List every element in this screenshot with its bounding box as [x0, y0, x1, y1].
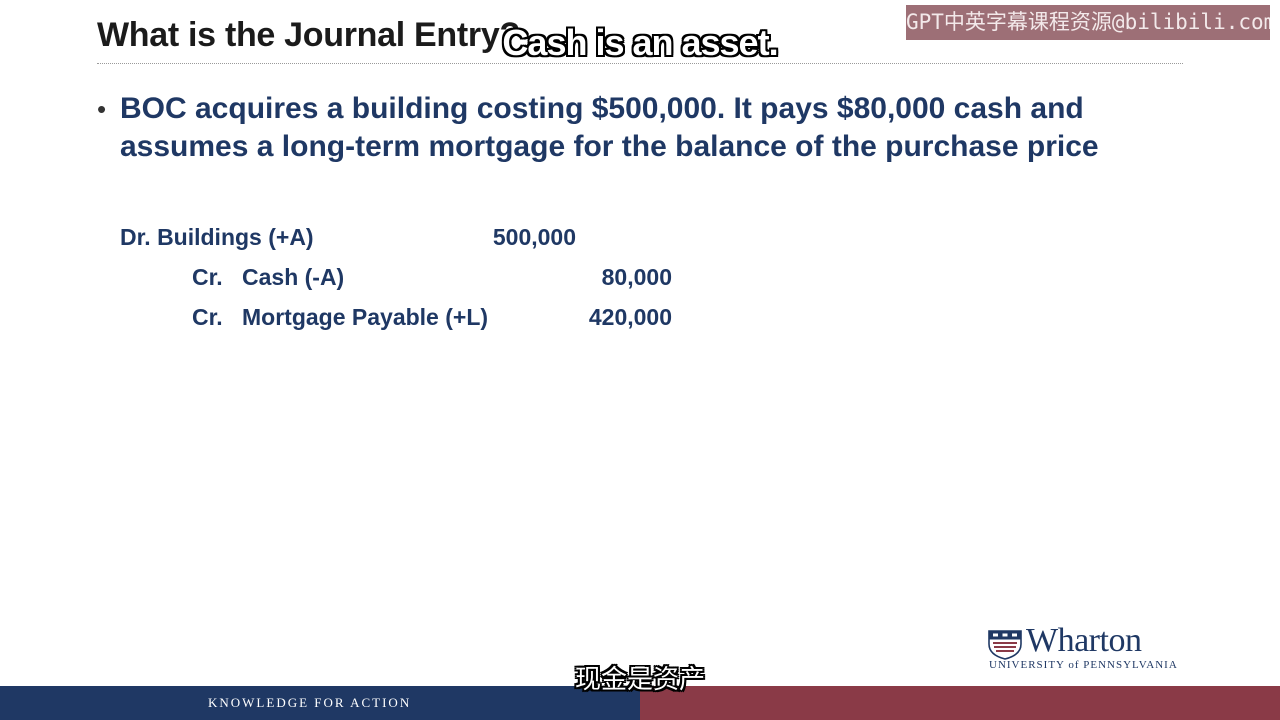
slide-title: What is the Journal Entry?: [97, 16, 520, 54]
bullet-text: BOC acquires a building costing $500,000…: [120, 92, 1099, 163]
footer-bar-right: [640, 686, 1280, 720]
footer-bar-left: KNOWLEDGE FOR ACTION: [0, 686, 640, 720]
watermark: GPT中英字幕课程资源@bilibili.com: [906, 5, 1270, 40]
shield-icon: [988, 630, 1022, 660]
footer-tagline: KNOWLEDGE FOR ACTION: [208, 695, 412, 710]
wharton-logo: Wharton UNIVERSITY of PENNSYLVANIA: [988, 622, 1193, 674]
english-subtitle: Cash is an asset.: [502, 22, 778, 63]
title-divider: [97, 63, 1183, 64]
credit-prefix: Cr.: [192, 304, 223, 330]
credit-cash-amount: 80,000: [601, 264, 672, 290]
credit-mortgage-account: Mortgage Payable (+L): [242, 304, 489, 330]
bullet-icon: •: [97, 94, 107, 124]
credit-prefix: Cr.: [192, 264, 223, 290]
debit-amount: 500,000: [492, 224, 576, 250]
debit-label: Dr. Buildings (+A): [120, 224, 314, 250]
logo-subtitle: UNIVERSITY of PENNSYLVANIA: [989, 659, 1178, 671]
credit-mortgage-amount: 420,000: [588, 304, 672, 330]
credit-cash-account: Cash (-A): [242, 264, 345, 290]
chinese-subtitle: 现金是资产: [574, 665, 705, 695]
logo-wordmark: Wharton: [1026, 622, 1142, 659]
